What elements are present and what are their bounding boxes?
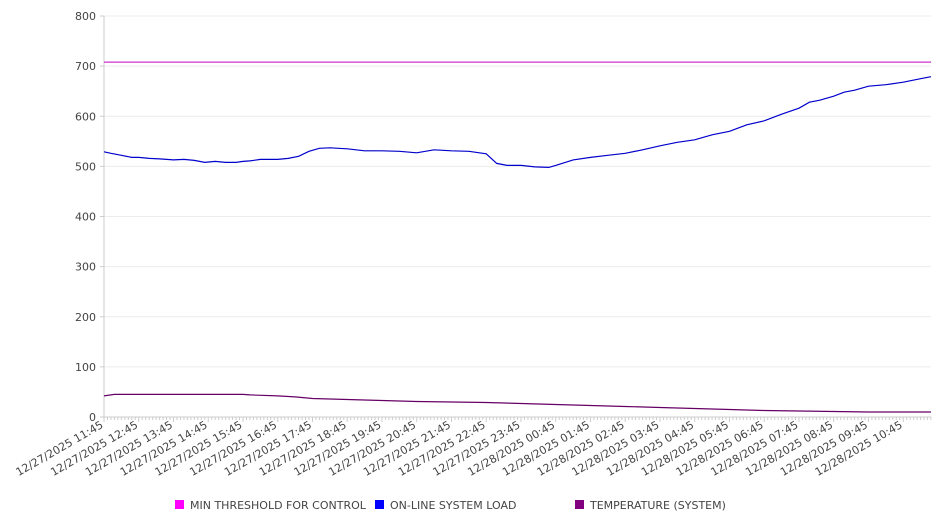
legend-swatch (375, 500, 384, 509)
y-tick-label: 500 (75, 160, 96, 173)
legend-label: TEMPERATURE (SYSTEM) (589, 499, 726, 512)
legend: MIN THRESHOLD FOR CONTROL ON-LINE SYSTEM … (175, 499, 726, 512)
y-tick-label: 800 (75, 10, 96, 23)
y-tick-label: 400 (75, 211, 96, 224)
y-tick-label: 0 (89, 411, 96, 424)
legend-swatch (175, 500, 184, 509)
y-tick-label: 200 (75, 311, 96, 324)
series-line-1 (103, 76, 932, 169)
y-tick-label: 100 (75, 361, 96, 374)
legend-swatch (575, 500, 584, 509)
y-axis: 0 100 200 300 400 500 600 700 800 (75, 10, 104, 424)
y-tick-label: 300 (75, 261, 96, 274)
legend-label: MIN THRESHOLD FOR CONTROL (190, 499, 367, 512)
y-tick-label: 600 (75, 110, 96, 123)
series-line-2 (103, 393, 931, 413)
legend-label: ON-LINE SYSTEM LOAD (390, 499, 516, 512)
series-lines (103, 61, 932, 413)
y-tick-label: 700 (75, 60, 96, 73)
grid-lines (104, 15, 931, 368)
